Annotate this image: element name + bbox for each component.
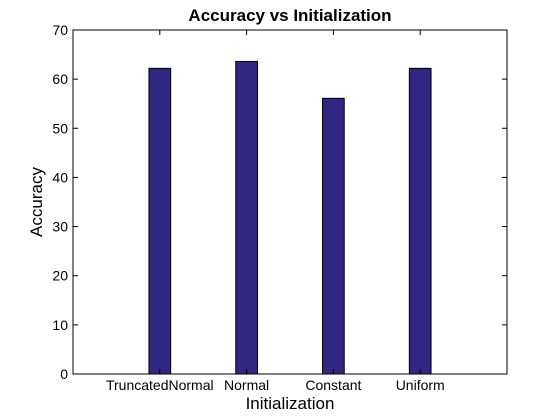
x-tick-label: Normal: [224, 377, 269, 393]
y-tick-label: 70: [52, 22, 68, 38]
bar-normal: [235, 60, 258, 375]
y-axis-label: Accuracy: [27, 167, 46, 237]
x-tick-label: Uniform: [396, 377, 445, 393]
x-tick-label: TruncatedNormal: [106, 377, 214, 393]
x-axis-label: Initialization: [246, 394, 335, 413]
chart-title: Accuracy vs Initialization: [188, 6, 391, 25]
plot-area: [72, 29, 508, 375]
y-tick-label: 60: [52, 71, 68, 87]
y-tick-label: 50: [52, 120, 68, 136]
x-axis: TruncatedNormal Normal Constant Uniform: [106, 30, 445, 393]
bar-truncatednormal: [148, 67, 172, 375]
bar-uniform: [408, 67, 432, 375]
y-tick-label: 10: [52, 317, 68, 333]
y-axis: 0 10 20 30 40 50 60 70: [52, 22, 507, 382]
bar-constant: [322, 97, 345, 375]
x-tick-label: Constant: [305, 377, 361, 393]
y-tick-label: 30: [52, 219, 68, 235]
y-tick-label: 40: [52, 169, 68, 185]
y-tick-label: 0: [60, 366, 68, 382]
y-tick-label: 20: [52, 268, 68, 284]
bars-group: [148, 60, 432, 375]
